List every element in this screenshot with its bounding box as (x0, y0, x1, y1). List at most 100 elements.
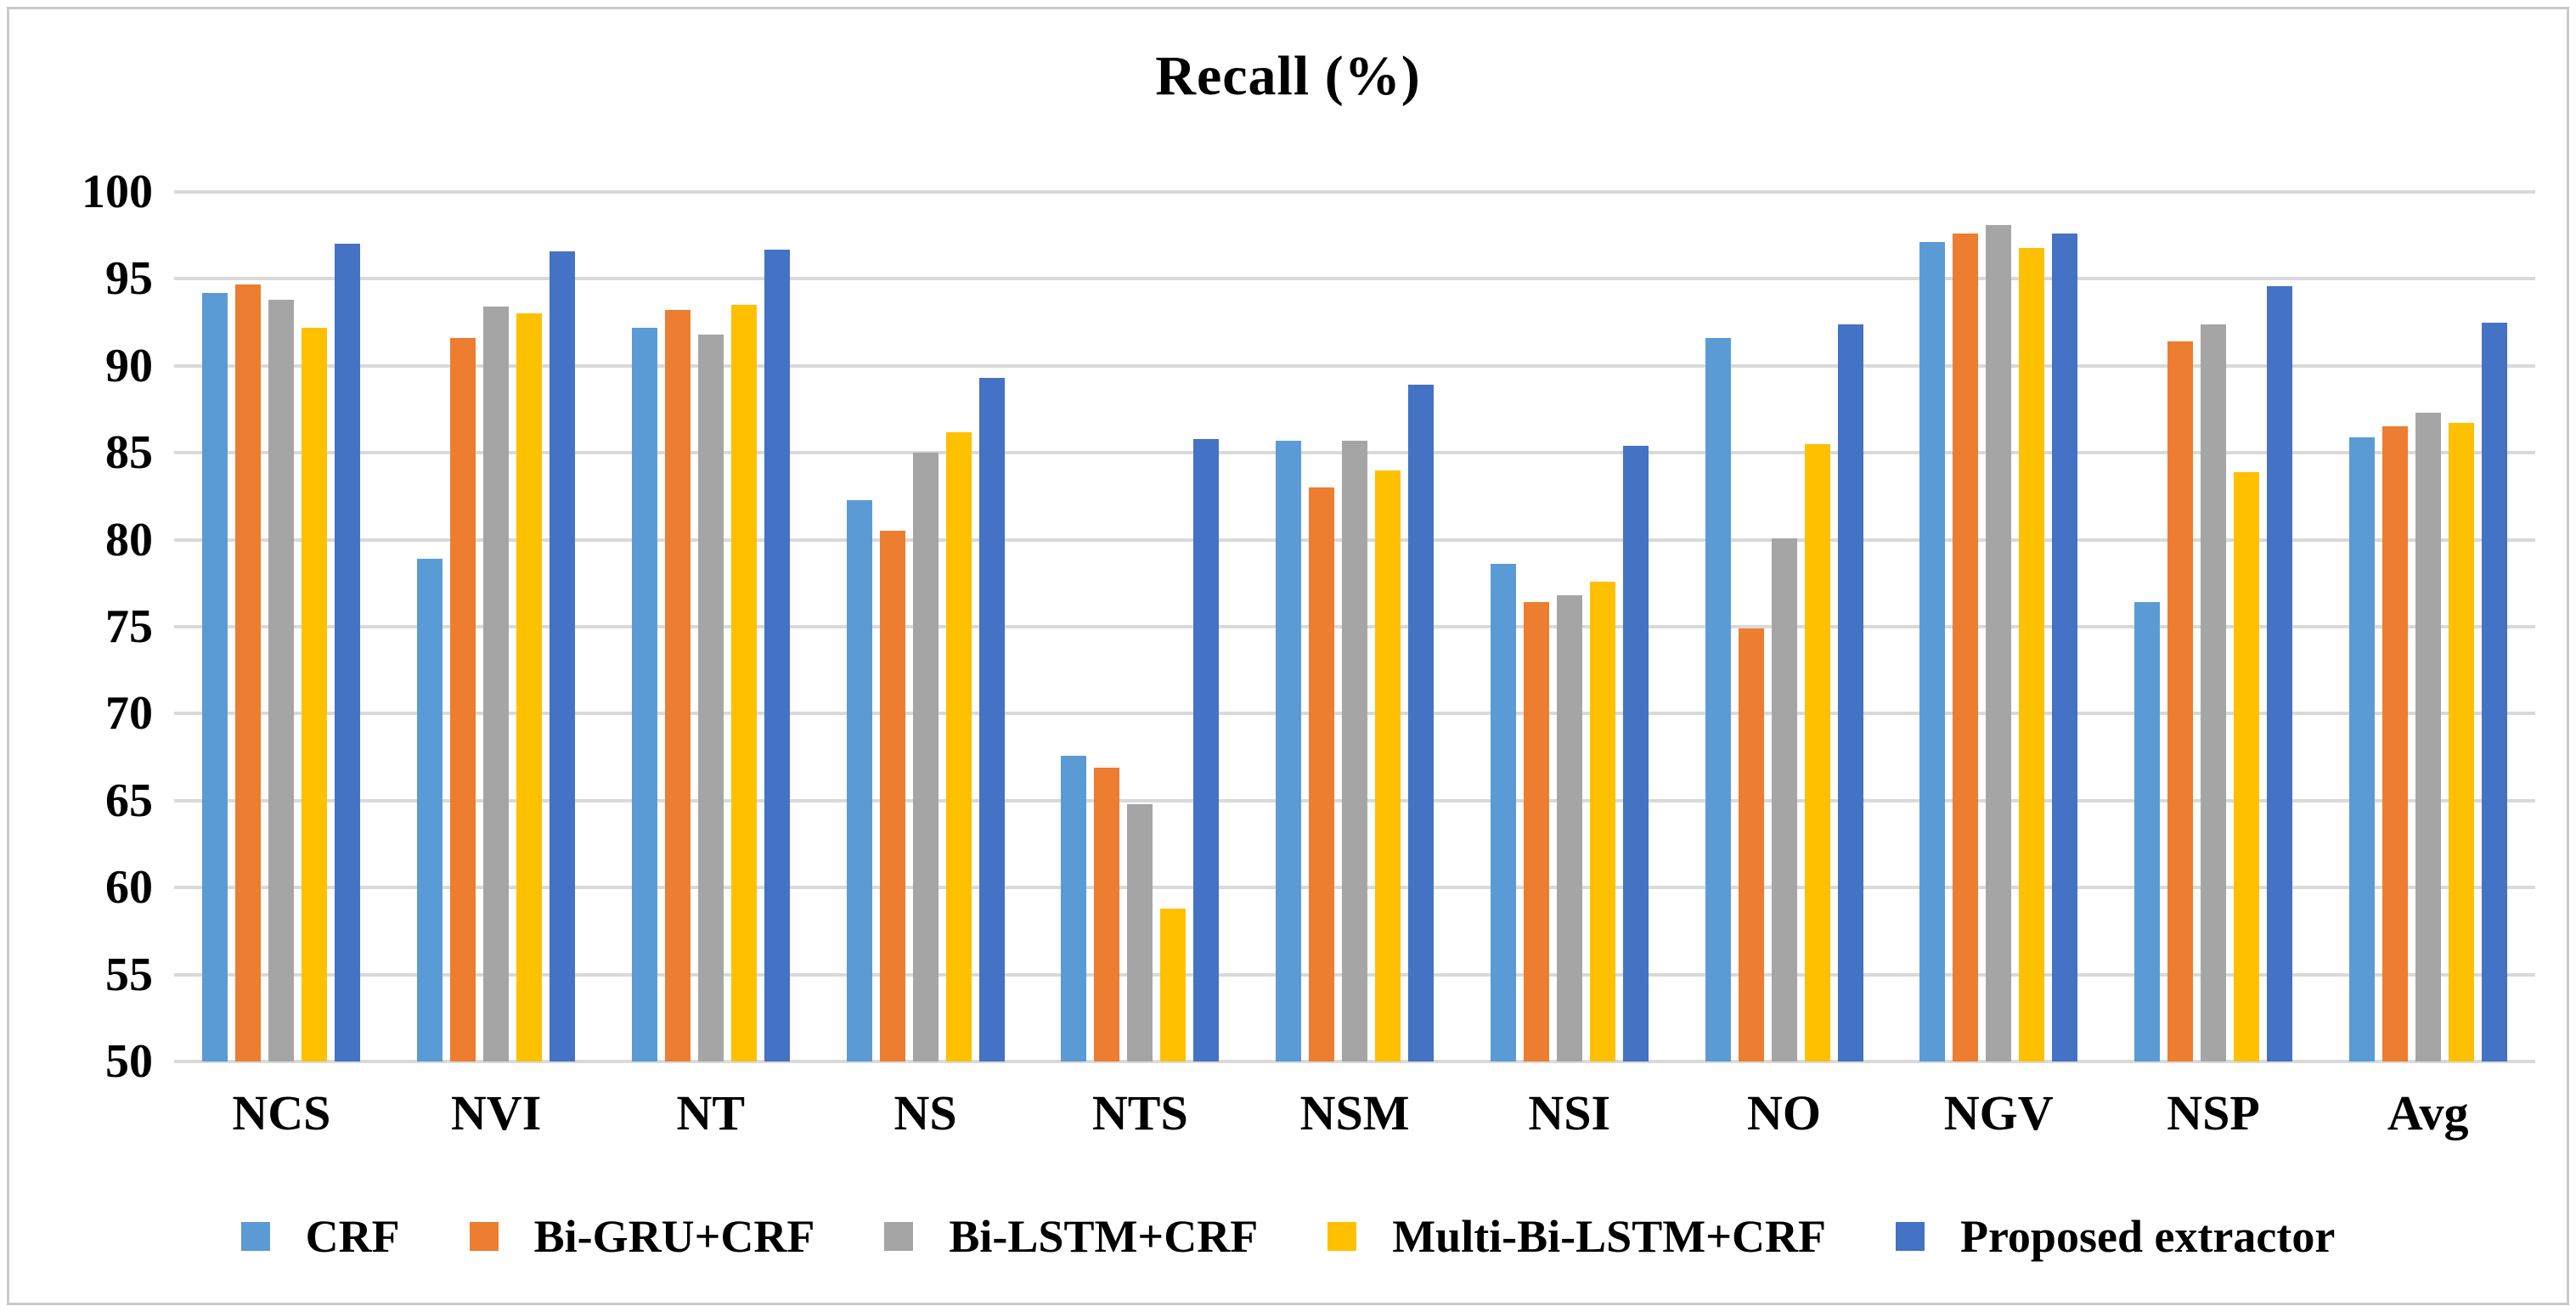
bar-Multi-Bi-LSTM+CRF-Avg (2448, 423, 2474, 1061)
x-axis-category-label-NT: NT (676, 1085, 746, 1140)
bar-CRF-NO (1705, 338, 1731, 1061)
bar-Bi-GRU+CRF-NSM (1309, 487, 1335, 1061)
y-axis-tick-label-85: 85 (105, 426, 153, 480)
bar-Proposed-extractor-NTS (1193, 438, 1220, 1061)
y-axis-tick-label-100: 100 (82, 166, 153, 218)
legend-swatch-CRF (240, 1222, 270, 1251)
y-axis-tick-label-50: 50 (105, 1035, 153, 1088)
x-axis-category-label-Avg: Avg (2387, 1085, 2469, 1140)
plot-area (174, 190, 2535, 1063)
bar-Bi-LSTM+CRF-NT (697, 334, 724, 1061)
bar-CRF-NCS (202, 292, 228, 1061)
bar-Bi-LSTM+CRF-NO (1771, 538, 1797, 1061)
y-axis-tick-label-60: 60 (105, 861, 153, 915)
bar-Multi-Bi-LSTM+CRF-NT (730, 305, 757, 1061)
y-axis-tick-label-95: 95 (105, 252, 153, 306)
bar-group-NCS (174, 192, 389, 1061)
bar-CRF-NSI (1490, 564, 1516, 1061)
bar-Proposed-extractor-NSP (2266, 285, 2292, 1061)
bar-Bi-LSTM+CRF-NTS (1127, 803, 1153, 1061)
bar-group-NGV (1891, 192, 2106, 1061)
bar-group-Avg (2320, 192, 2535, 1061)
bar-Multi-Bi-LSTM+CRF-NS (945, 431, 972, 1061)
bar-Proposed-extractor-NCS (335, 244, 361, 1061)
bar-Bi-GRU+CRF-NCS (235, 284, 262, 1061)
bar-CRF-NS (846, 499, 872, 1061)
chart-title: Recall (%) (1155, 45, 1421, 107)
gridline-100 (174, 190, 2535, 194)
bar-CRF-NT (631, 327, 657, 1061)
legend-item-Proposed-extractor: Proposed extractor (1895, 1211, 2336, 1262)
x-axis-category-label-NSP: NSP (2167, 1085, 2260, 1140)
bar-Proposed-extractor-NS (978, 378, 1005, 1061)
y-axis-tick-label-75: 75 (105, 600, 153, 653)
bar-CRF-NGV (1919, 242, 1946, 1061)
gridline-50 (174, 1060, 2535, 1063)
bar-Proposed-extractor-NT (764, 249, 790, 1061)
bar-CRF-NSM (1276, 440, 1302, 1061)
gridline-95 (174, 277, 2535, 281)
legend-item-Multi-Bi-LSTM+CRF: Multi-Bi-LSTM+CRF (1327, 1213, 1826, 1259)
bar-Multi-Bi-LSTM+CRF-NSP (2233, 471, 2259, 1061)
legend-swatch-Proposed-extractor (1895, 1222, 1925, 1251)
y-axis-tick-label-90: 90 (105, 339, 153, 392)
legend-swatch-Bi-LSTM+CRF (884, 1222, 914, 1251)
bar-Multi-Bi-LSTM+CRF-NGV (2019, 247, 2045, 1061)
legend-label-Bi-GRU+CRF: Bi-GRU+CRF (533, 1211, 815, 1262)
bar-Proposed-extractor-Avg (2481, 322, 2507, 1061)
bar-Bi-GRU+CRF-NT (664, 310, 691, 1061)
y-axis-tick-label-70: 70 (105, 687, 153, 740)
bar-Multi-Bi-LSTM+CRF-NVI (516, 313, 543, 1061)
legend-swatch-Bi-GRU+CRF (469, 1222, 499, 1251)
bar-CRF-NSP (2134, 602, 2160, 1061)
x-axis-category-label-NCS: NCS (232, 1085, 331, 1140)
y-axis-tick-label-80: 80 (105, 513, 153, 566)
legend-swatch-Multi-Bi-LSTM+CRF (1327, 1222, 1357, 1251)
y-axis-tick-label-55: 55 (105, 948, 153, 1001)
x-axis-category-label-NVI: NVI (450, 1085, 542, 1140)
bar-group-NVI (389, 192, 604, 1061)
bar-Bi-LSTM+CRF-NVI (483, 307, 510, 1061)
bar-Bi-GRU+CRF-Avg (2382, 426, 2408, 1061)
bar-CRF-NTS (1061, 755, 1087, 1061)
x-axis-category-label-NSM: NSM (1299, 1085, 1410, 1140)
legend-label-Bi-LSTM+CRF: Bi-LSTM+CRF (949, 1211, 1259, 1262)
legend-item-Bi-GRU+CRF: Bi-GRU+CRF (469, 1211, 815, 1262)
legend: CRF Bi-GRU+CRF Bi-LSTM+CRF Multi-Bi-LSTM+CR… (0, 1213, 2576, 1259)
bar-Bi-LSTM+CRF-NGV (1986, 224, 2012, 1061)
bar-Proposed-extractor-NGV (2052, 234, 2078, 1061)
legend-label-Proposed-extractor: Proposed extractor (1959, 1211, 2336, 1262)
bar-group-NT (603, 192, 818, 1061)
y-axis: 100 95 90 85 80 75 70 65 60 55 50 (34, 168, 153, 1085)
bar-Bi-GRU+CRF-NS (879, 531, 905, 1061)
bar-Bi-LSTM+CRF-NCS (268, 299, 295, 1061)
bar-Multi-Bi-LSTM+CRF-NSI (1589, 581, 1615, 1061)
bar-Proposed-extractor-NSM (1408, 385, 1435, 1061)
bar-Bi-LSTM+CRF-NS (912, 453, 939, 1061)
bar-group-NS (818, 192, 1033, 1061)
bar-Bi-LSTM+CRF-NSM (1342, 440, 1368, 1061)
legend-label-Multi-Bi-LSTM+CRF: Multi-Bi-LSTM+CRF (1392, 1211, 1826, 1262)
bar-CRF-NVI (417, 559, 443, 1061)
x-axis-category-label-NO: NO (1747, 1085, 1821, 1140)
bar-Bi-LSTM+CRF-NSI (1556, 595, 1582, 1061)
x-axis: NCS NVI NT NS NTS NSM NSI NO NGV NSP Avg (174, 1089, 2535, 1138)
bar-Proposed-extractor-NSI (1622, 446, 1649, 1061)
legend-label-CRF: CRF (305, 1211, 400, 1262)
bar-Multi-Bi-LSTM+CRF-NSM (1375, 470, 1401, 1061)
bar-Bi-LSTM+CRF-NSP (2200, 324, 2226, 1061)
x-axis-category-label-NSI: NSI (1528, 1085, 1611, 1140)
bar-group-NO (1677, 192, 1891, 1061)
bar-Proposed-extractor-NVI (550, 251, 576, 1061)
bar-Bi-LSTM+CRF-Avg (2415, 413, 2441, 1061)
legend-item-CRF: CRF (240, 1211, 400, 1262)
bar-Bi-GRU+CRF-NTS (1094, 767, 1120, 1061)
bar-Multi-Bi-LSTM+CRF-NCS (302, 327, 328, 1061)
y-axis-tick-label-65: 65 (105, 774, 153, 827)
x-axis-category-label-NTS: NTS (1091, 1085, 1188, 1140)
bar-Bi-GRU+CRF-NVI (450, 338, 476, 1061)
gridline-90 (174, 363, 2535, 368)
bar-CRF-Avg (2348, 436, 2375, 1061)
bar-group-NTS (1033, 192, 1248, 1061)
